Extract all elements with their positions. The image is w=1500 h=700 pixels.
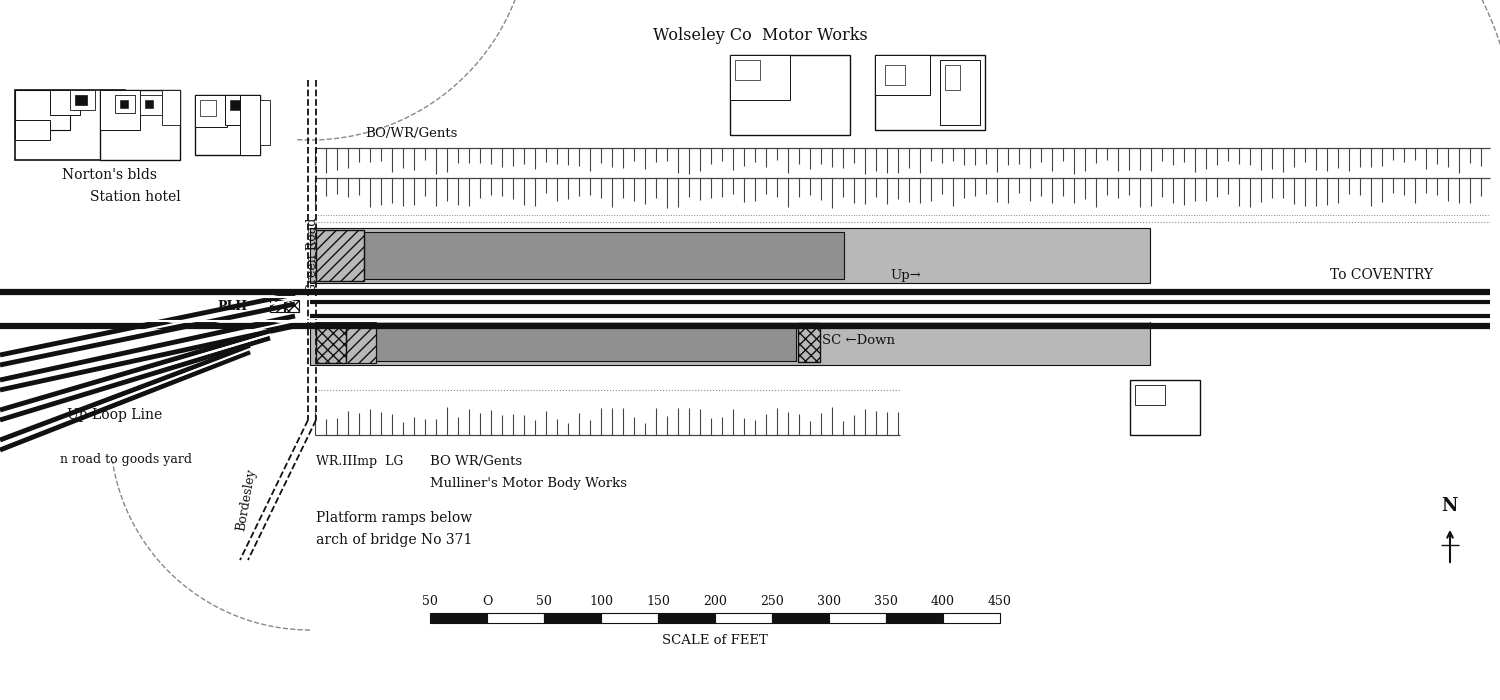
Bar bbox=[195, 95, 226, 127]
Text: Green Road: Green Road bbox=[306, 217, 318, 293]
Bar bbox=[730, 55, 790, 100]
Text: BO/WR/Gents: BO/WR/Gents bbox=[364, 127, 458, 139]
Bar bbox=[602, 613, 658, 623]
Bar bbox=[50, 90, 80, 115]
Text: 300: 300 bbox=[818, 595, 842, 608]
Text: n road to goods yard: n road to goods yard bbox=[60, 454, 192, 466]
Bar bbox=[285, 300, 298, 312]
Bar bbox=[270, 300, 284, 312]
Text: Bordesley: Bordesley bbox=[234, 468, 258, 532]
Text: 50: 50 bbox=[422, 595, 438, 608]
Text: 150: 150 bbox=[646, 595, 670, 608]
Bar bbox=[716, 613, 772, 623]
Text: PLH: PLH bbox=[217, 300, 248, 314]
Bar bbox=[316, 322, 346, 363]
Bar bbox=[944, 613, 1000, 623]
Bar bbox=[15, 120, 50, 140]
Text: SCALE of FEET: SCALE of FEET bbox=[662, 634, 768, 647]
Bar bbox=[830, 613, 886, 623]
Bar bbox=[100, 90, 180, 160]
Bar bbox=[874, 55, 930, 95]
Bar bbox=[940, 60, 980, 125]
Bar bbox=[874, 55, 986, 130]
Text: Norton's blds: Norton's blds bbox=[63, 168, 158, 182]
Bar bbox=[195, 95, 260, 155]
Bar bbox=[260, 100, 270, 145]
Bar bbox=[885, 65, 904, 85]
Text: 450: 450 bbox=[988, 595, 1012, 608]
Bar bbox=[1136, 385, 1166, 405]
Bar bbox=[75, 95, 87, 105]
Bar bbox=[376, 324, 796, 361]
Bar bbox=[735, 60, 760, 80]
Bar bbox=[140, 95, 162, 115]
Bar bbox=[488, 613, 544, 623]
Bar bbox=[100, 90, 140, 130]
Bar bbox=[225, 95, 255, 125]
Text: Up Loop Line: Up Loop Line bbox=[68, 408, 162, 422]
Bar bbox=[798, 323, 820, 362]
Text: O: O bbox=[482, 595, 492, 608]
Bar bbox=[430, 613, 488, 623]
Text: BO WR/Gents: BO WR/Gents bbox=[430, 456, 522, 468]
Bar bbox=[772, 613, 830, 623]
Bar bbox=[162, 90, 180, 125]
Bar bbox=[200, 100, 216, 116]
Bar bbox=[544, 613, 602, 623]
Bar bbox=[230, 100, 240, 110]
Text: N: N bbox=[1442, 497, 1458, 515]
Text: 100: 100 bbox=[590, 595, 613, 608]
Bar bbox=[15, 90, 70, 130]
Bar bbox=[15, 90, 125, 160]
Bar bbox=[310, 320, 1150, 365]
Text: arch of bridge No 371: arch of bridge No 371 bbox=[316, 533, 472, 547]
Text: Mulliner's Motor Body Works: Mulliner's Motor Body Works bbox=[430, 477, 627, 489]
Bar bbox=[316, 230, 364, 281]
Text: SC ←Down: SC ←Down bbox=[822, 333, 896, 346]
Bar bbox=[120, 100, 128, 108]
Text: 400: 400 bbox=[932, 595, 956, 608]
Bar bbox=[886, 613, 944, 623]
Bar bbox=[364, 232, 844, 279]
Text: 350: 350 bbox=[874, 595, 898, 608]
Text: 250: 250 bbox=[760, 595, 784, 608]
Text: Station hotel: Station hotel bbox=[90, 190, 180, 204]
Bar bbox=[1130, 380, 1200, 435]
Bar bbox=[730, 55, 850, 135]
Bar bbox=[945, 65, 960, 90]
Bar bbox=[310, 228, 1150, 283]
Text: 200: 200 bbox=[704, 595, 728, 608]
Bar bbox=[116, 95, 135, 113]
Bar bbox=[240, 95, 260, 155]
Bar bbox=[346, 322, 376, 363]
Bar bbox=[658, 613, 716, 623]
Text: Wolseley Co  Motor Works: Wolseley Co Motor Works bbox=[652, 27, 867, 43]
Text: 50: 50 bbox=[536, 595, 552, 608]
Text: WR.IIImp  LG: WR.IIImp LG bbox=[316, 456, 404, 468]
Bar bbox=[70, 90, 94, 110]
Text: To COVENTRY: To COVENTRY bbox=[1330, 268, 1432, 282]
Text: Up→: Up→ bbox=[890, 269, 921, 281]
Bar bbox=[146, 100, 153, 108]
Text: Platform ramps below: Platform ramps below bbox=[316, 511, 472, 525]
